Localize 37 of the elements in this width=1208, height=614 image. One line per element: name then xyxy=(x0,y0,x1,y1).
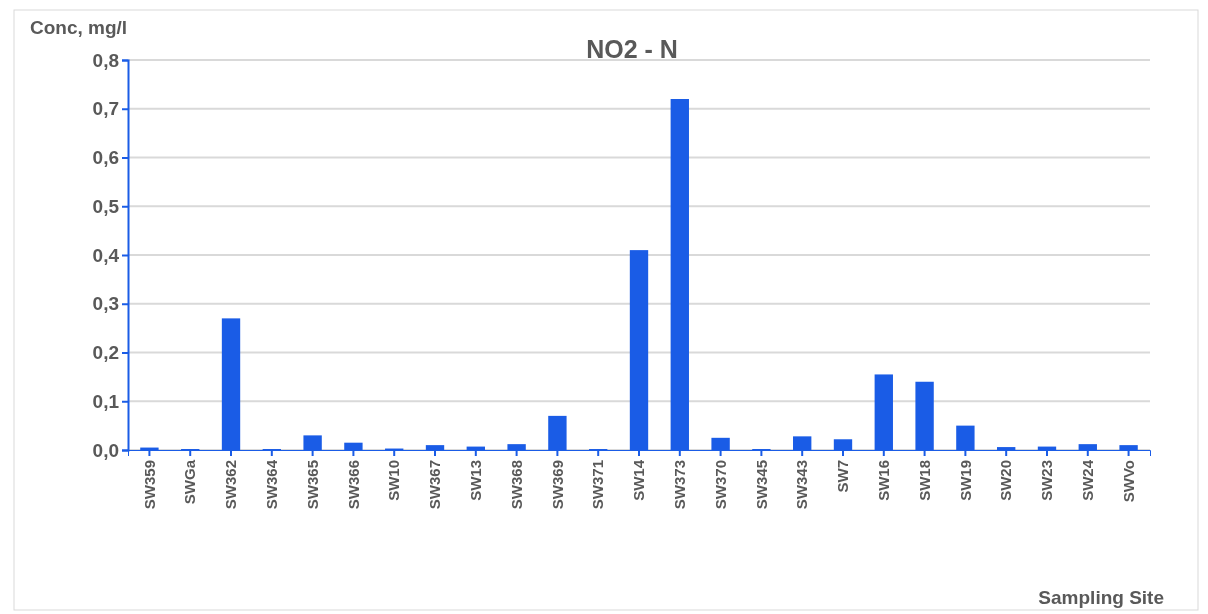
y-tick-label: 0,2 xyxy=(92,342,119,364)
x-tick-label: SW16 xyxy=(875,460,893,501)
x-tick-label: SW10 xyxy=(385,460,403,501)
y-tick-label: 0,5 xyxy=(92,195,120,217)
x-tick-label: SW364 xyxy=(263,459,281,510)
x-tick-label: SW368 xyxy=(507,460,525,510)
x-axis-title: Sampling Site xyxy=(1038,587,1164,608)
x-tick-label: SW14 xyxy=(630,459,648,501)
x-tick-label: SW373 xyxy=(671,460,689,510)
x-tick-label: SW365 xyxy=(303,460,321,510)
x-tick-label: SW369 xyxy=(548,460,566,510)
x-tick-label: SW19 xyxy=(956,460,974,501)
x-tick-label: SW370 xyxy=(711,460,729,510)
x-tick-label: SW345 xyxy=(752,460,770,510)
x-tick-label: SW23 xyxy=(1038,460,1056,501)
x-tick-label: SW7 xyxy=(834,460,852,493)
x-tick-label: SW13 xyxy=(467,460,485,501)
y-tick-label: 0,4 xyxy=(92,244,120,266)
y-axis-title: Conc, mg/l xyxy=(30,17,128,38)
x-tick-label: SW362 xyxy=(222,460,240,510)
y-tick-label: 0,6 xyxy=(92,147,119,169)
y-tick-label: 0,0 xyxy=(92,439,119,461)
y-tick-label: 0,8 xyxy=(92,49,119,71)
x-tick-label: SW24 xyxy=(1079,459,1097,501)
x-tick-label: SW343 xyxy=(793,460,811,510)
x-tick-label: SW371 xyxy=(589,460,607,510)
y-tick-label: 0,1 xyxy=(92,390,120,412)
x-tick-label: SW366 xyxy=(344,460,362,510)
y-tick-label: 0,3 xyxy=(92,293,119,315)
chart-title: NO2 - N xyxy=(586,35,678,63)
y-tick-label: 0,7 xyxy=(92,98,119,120)
x-tick-label: SW18 xyxy=(915,460,933,501)
x-tick-label: SW367 xyxy=(426,460,444,510)
x-tick-label: SW359 xyxy=(140,460,158,510)
x-tick-label: SWVo xyxy=(1119,460,1137,503)
x-tick-label: SWGa xyxy=(181,459,199,505)
x-tick-label: SW20 xyxy=(997,460,1015,501)
